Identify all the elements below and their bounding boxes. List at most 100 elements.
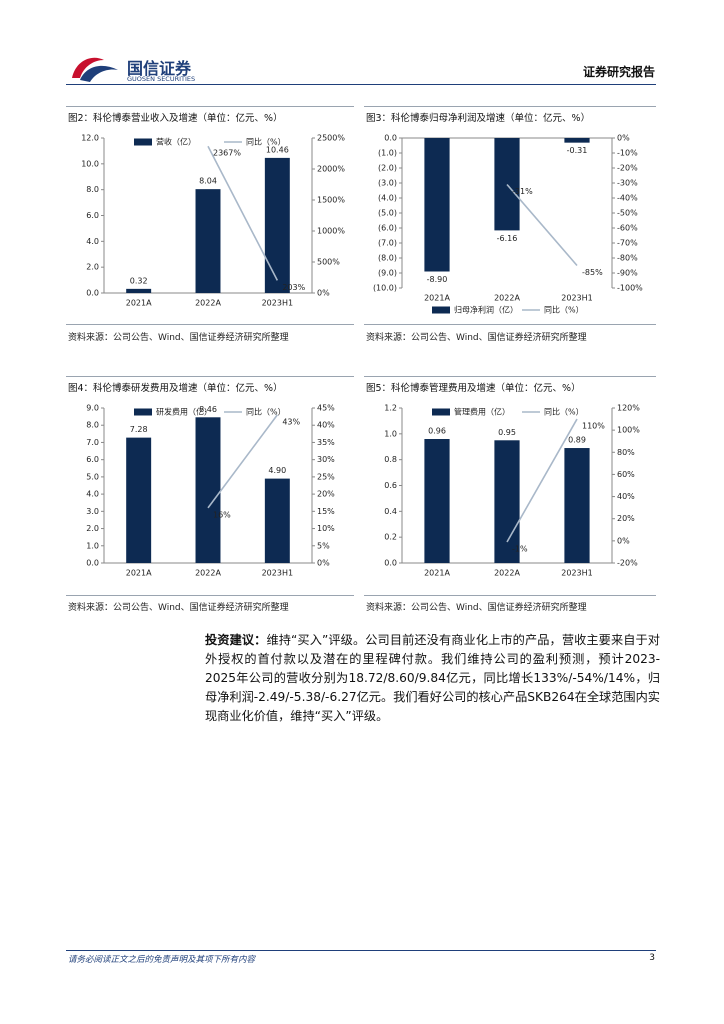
y2-tick-label: 60% (617, 470, 635, 479)
bar (126, 288, 152, 293)
x-tick-label: 2023H1 (262, 299, 293, 308)
legend-swatch (432, 306, 450, 314)
y2-tick-label: 35% (317, 438, 335, 447)
y-tick-label: 9.0 (86, 404, 99, 413)
bar (494, 440, 520, 563)
y-tick-label: (2.0) (378, 164, 397, 173)
y2-tick-label: 1000% (317, 227, 345, 236)
chart: 0.0 0.2 0.4 0.6 0.8 1.0 1.2 -20% 0% 20% 40% 60% 80% 1… (384, 404, 640, 578)
y2-tick-label: -30% (617, 179, 638, 188)
y-tick-label: 0.0 (384, 134, 397, 143)
y-tick-label: (10.0) (373, 284, 397, 293)
page-number: 3 (649, 953, 655, 963)
y-tick-label: (6.0) (378, 224, 397, 233)
logo-icon (72, 57, 118, 82)
x-tick-label: 2021A (126, 569, 152, 578)
bar (564, 138, 590, 143)
bar-label: 4.90 (268, 466, 286, 475)
y2-tick-label: -80% (617, 254, 638, 263)
y2-tick-label: -20% (617, 164, 638, 173)
line-label: -31% (512, 187, 533, 196)
bar-label: 10.46 (266, 145, 289, 154)
legend-label: 同比（%） (544, 407, 584, 417)
line-label: 16% (213, 510, 231, 519)
line-label: -1% (512, 544, 528, 553)
x-tick-label: 2021A (424, 569, 450, 578)
y-tick-label: 10.0 (81, 159, 99, 168)
y-tick-label: 12.0 (81, 134, 99, 143)
logo-sub: GUOSEN SECURITIES (127, 75, 196, 83)
source: 资料来源：公司公告、Wind、国信证券经济研究所整理 (366, 333, 587, 343)
y2-tick-label: -10% (617, 149, 638, 158)
y2-tick-label: 40% (617, 492, 635, 501)
y2-tick-label: -50% (617, 209, 638, 218)
y2-tick-label: 25% (317, 472, 335, 481)
y-tick-label: 8.0 (86, 185, 99, 194)
bar-label: -0.31 (567, 146, 588, 155)
bar (264, 157, 290, 293)
bar (494, 138, 520, 231)
bar (195, 417, 221, 563)
legend-label: 归母净利润（亿） (454, 305, 518, 315)
y-tick-label: 4.0 (86, 490, 99, 499)
bar (195, 189, 221, 293)
bar (126, 437, 152, 563)
y2-tick-label: 0% (317, 559, 330, 568)
y-tick-label: 0.4 (384, 507, 397, 516)
y-tick-label: 1.0 (384, 429, 397, 438)
y2-tick-label: 500% (317, 258, 340, 267)
source: 资料来源：公司公告、Wind、国信证券经济研究所整理 (68, 333, 289, 343)
y-tick-label: 3.0 (86, 507, 99, 516)
y2-tick-label: 1500% (317, 196, 345, 205)
x-tick-label: 2022A (195, 299, 221, 308)
y2-tick-label: 10% (317, 524, 335, 533)
y-tick-label: 0.0 (86, 559, 99, 568)
line-label: 43% (282, 417, 300, 426)
y2-tick-label: -70% (617, 239, 638, 248)
line (207, 414, 278, 509)
rule (66, 376, 354, 377)
y2-tick-label: 0% (317, 289, 330, 298)
bar (564, 448, 590, 563)
x-tick-label: 2023H1 (262, 569, 293, 578)
y2-tick-label: 2500% (317, 134, 345, 143)
header-rule (66, 84, 656, 85)
y-tick-label: (4.0) (378, 194, 397, 203)
y2-tick-label: 30% (317, 455, 335, 464)
legend-label: 同比（%） (544, 305, 584, 315)
bar-label: 0.32 (130, 276, 148, 285)
chart: 0.0 (1.0) (2.0) (3.0) (4.0) (5.0) (6.0) (7.0) (8… (373, 134, 643, 315)
line (506, 418, 578, 543)
report-type: 证券研究报告 (582, 65, 655, 79)
y-tick-label: 8.0 (86, 421, 99, 430)
legend-swatch (134, 138, 152, 146)
y2-tick-label: 20% (317, 490, 335, 499)
y-tick-label: (8.0) (378, 254, 397, 263)
x-tick-label: 2021A (126, 299, 152, 308)
source: 资料来源：公司公告、Wind、国信证券经济研究所整理 (366, 603, 587, 613)
y-tick-label: 0.8 (384, 455, 397, 464)
y-tick-label: (9.0) (378, 269, 397, 278)
y2-tick-label: 45% (317, 404, 335, 413)
logo-blue (80, 65, 118, 82)
chart: 0.0 1.0 2.0 3.0 4.0 5.0 6.0 7.0 8.0 9.0 0% 5% 10% 15%… (86, 404, 335, 578)
y-tick-label: 1.2 (384, 404, 397, 413)
legend-label: 同比（%） (246, 137, 286, 147)
legend-label: 同比（%） (246, 407, 286, 417)
figure-caption: 图3：科伦博泰归母净利润及增速（单位：亿元、%） (366, 113, 591, 124)
line (207, 145, 279, 281)
y-tick-label: 4.0 (86, 237, 99, 246)
y2-tick-label: 100% (617, 426, 640, 435)
y2-tick-label: 40% (317, 421, 335, 430)
bar (264, 478, 290, 563)
y2-tick-label: -90% (617, 269, 638, 278)
investment-paragraph: 投资建议：维持“买入”评级。公司目前还没有商业化上市的产品，营收主要来自于对外授… (205, 631, 660, 726)
rule (364, 376, 656, 377)
bar-label: 0.95 (498, 428, 516, 437)
y2-tick-label: -100% (617, 284, 643, 293)
y2-tick-label: 2000% (317, 165, 345, 174)
y2-tick-label: -20% (617, 559, 638, 568)
rule (364, 106, 656, 107)
x-tick-label: 2022A (494, 569, 520, 578)
